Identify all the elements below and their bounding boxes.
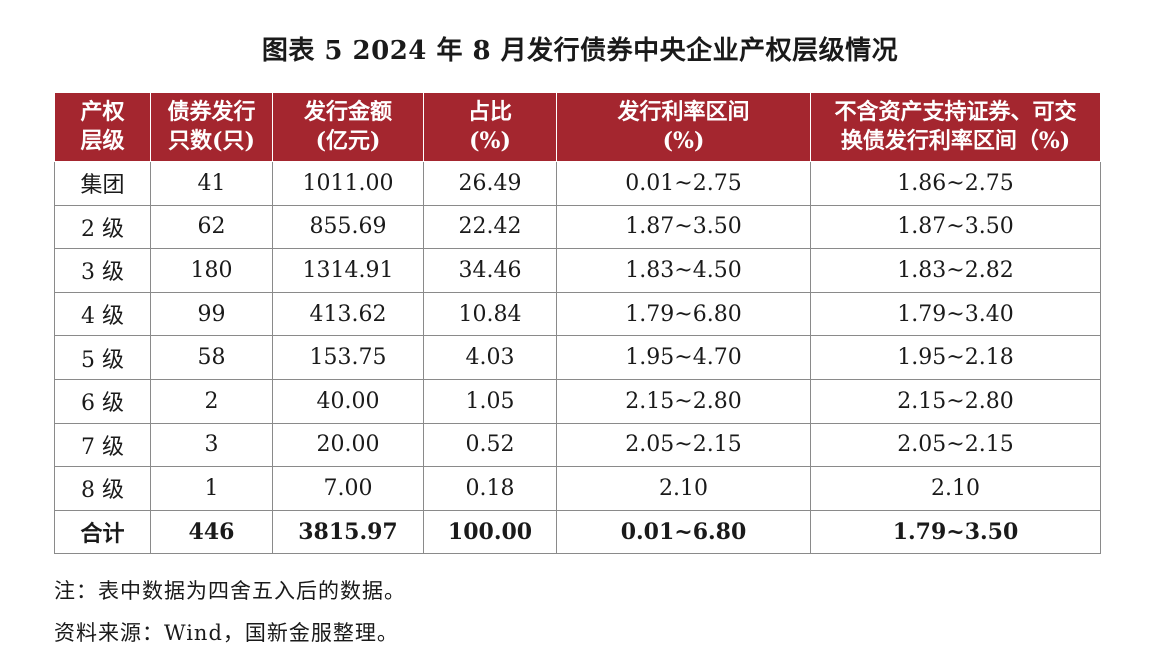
header-share-line1: 占比 xyxy=(467,99,512,125)
header-share: 占比 (%) xyxy=(423,92,557,162)
header-level-line1: 产权 xyxy=(80,99,125,125)
cell-count: 1 xyxy=(150,466,273,511)
cell-count: 180 xyxy=(150,248,273,293)
cell-level: 8 级 xyxy=(54,466,151,511)
cell-rate-range-excl: 2.10 xyxy=(810,466,1101,511)
cell-rate-range: 0.01~2.75 xyxy=(556,161,811,206)
header-count-line2: 只数(只) xyxy=(168,128,255,154)
cell-level: 5 级 xyxy=(54,335,151,380)
cell-rate-range-excl: 2.15~2.80 xyxy=(810,378,1101,424)
cell-rate-range: 2.10 xyxy=(556,466,811,511)
cell-level: 4 级 xyxy=(54,291,151,337)
cell-share: 22.42 xyxy=(423,204,557,250)
header-share-line2: (%) xyxy=(469,128,511,154)
header-rate-range-excl-line2: 换债发行利率区间（%) xyxy=(840,128,1071,154)
cell-level: 合计 xyxy=(54,509,151,555)
cell-rate-range-excl: 1.79~3.40 xyxy=(810,291,1101,337)
cell-rate-range-excl: 1.86~2.75 xyxy=(810,161,1101,206)
table-row: 5 级 58 153.75 4.03 1.95~4.70 1.95~2.18 xyxy=(54,335,1101,380)
cell-rate-range: 1.79~6.80 xyxy=(556,291,811,337)
cell-amount: 1314.91 xyxy=(272,248,424,293)
header-count: 债券发行 只数(只) xyxy=(150,92,273,162)
cell-share: 4.03 xyxy=(423,335,557,380)
cell-rate-range: 2.15~2.80 xyxy=(556,378,811,424)
header-level: 产权 层级 xyxy=(54,92,151,162)
cell-amount: 1011.00 xyxy=(272,161,424,206)
cell-count: 3 xyxy=(150,422,273,468)
table-row: 4 级 99 413.62 10.84 1.79~6.80 1.79~3.40 xyxy=(54,291,1101,337)
cell-amount: 20.00 xyxy=(272,422,424,468)
table-row: 2 级 62 855.69 22.42 1.87~3.50 1.87~3.50 xyxy=(54,204,1101,250)
cell-count: 62 xyxy=(150,204,273,250)
cell-amount: 153.75 xyxy=(272,335,424,380)
cell-share: 0.18 xyxy=(423,466,557,511)
cell-share: 100.00 xyxy=(423,509,557,555)
cell-count: 41 xyxy=(150,161,273,206)
table-row: 8 级 1 7.00 0.18 2.10 2.10 xyxy=(54,466,1101,511)
cell-rate-range: 0.01~6.80 xyxy=(556,509,811,555)
header-amount-line2: (亿元) xyxy=(315,128,381,154)
table-header-row: 产权 层级 债券发行 只数(只) 发行金额 (亿元) 占比 (%) 发行利率区间… xyxy=(54,92,1101,162)
header-level-line2: 层级 xyxy=(80,128,125,154)
cell-rate-range: 1.95~4.70 xyxy=(556,335,811,380)
header-rate-range-excl-line1: 不含资产支持证券、可交 xyxy=(834,99,1077,125)
cell-share: 0.52 xyxy=(423,422,557,468)
source-note: 资料来源：Wind，国新金服整理。 xyxy=(54,621,399,645)
cell-count: 2 xyxy=(150,378,273,424)
rounding-note: 注：表中数据为四舍五入后的数据。 xyxy=(54,579,406,603)
cell-amount: 7.00 xyxy=(272,466,424,511)
cell-level: 3 级 xyxy=(54,248,151,293)
cell-rate-range: 1.83~4.50 xyxy=(556,248,811,293)
header-rate-range: 发行利率区间 (%) xyxy=(556,92,811,162)
bond-issuance-table: 产权 层级 债券发行 只数(只) 发行金额 (亿元) 占比 (%) 发行利率区间… xyxy=(54,92,1101,555)
cell-rate-range-excl: 1.83~2.82 xyxy=(810,248,1101,293)
header-rate-range-excl: 不含资产支持证券、可交 换债发行利率区间（%) xyxy=(810,92,1101,162)
cell-rate-range-excl: 1.87~3.50 xyxy=(810,204,1101,250)
cell-level: 7 级 xyxy=(54,422,151,468)
cell-amount: 855.69 xyxy=(272,204,424,250)
cell-rate-range-excl: 2.05~2.15 xyxy=(810,422,1101,468)
cell-share: 1.05 xyxy=(423,378,557,424)
header-amount: 发行金额 (亿元) xyxy=(272,92,424,162)
header-rate-range-line2: (%) xyxy=(662,128,705,154)
header-rate-range-line1: 发行利率区间 xyxy=(617,99,750,125)
cell-rate-range: 1.87~3.50 xyxy=(556,204,811,250)
header-count-line1: 债券发行 xyxy=(167,99,256,125)
cell-count: 99 xyxy=(150,291,273,337)
cell-share: 10.84 xyxy=(423,291,557,337)
header-amount-line1: 发行金额 xyxy=(303,99,392,125)
table-row: 集团 41 1011.00 26.49 0.01~2.75 1.86~2.75 xyxy=(54,161,1101,206)
cell-count: 446 xyxy=(150,509,273,555)
table-row: 7 级 3 20.00 0.52 2.05~2.15 2.05~2.15 xyxy=(54,422,1101,468)
cell-share: 34.46 xyxy=(423,248,557,293)
cell-share: 26.49 xyxy=(423,161,557,206)
table-total-row: 合计 446 3815.97 100.00 0.01~6.80 1.79~3.5… xyxy=(54,509,1101,555)
cell-rate-range-excl: 1.95~2.18 xyxy=(810,335,1101,380)
cell-count: 58 xyxy=(150,335,273,380)
cell-amount: 3815.97 xyxy=(272,509,424,555)
cell-rate-range: 2.05~2.15 xyxy=(556,422,811,468)
cell-amount: 40.00 xyxy=(272,378,424,424)
cell-rate-range-excl: 1.79~3.50 xyxy=(810,509,1101,555)
cell-level: 6 级 xyxy=(54,378,151,424)
footnotes: 注：表中数据为四舍五入后的数据。 资料来源：Wind，国新金服整理。 xyxy=(54,570,406,654)
cell-amount: 413.62 xyxy=(272,291,424,337)
table-row: 6 级 2 40.00 1.05 2.15~2.80 2.15~2.80 xyxy=(54,378,1101,424)
cell-level: 集团 xyxy=(54,161,151,206)
table-row: 3 级 180 1314.91 34.46 1.83~4.50 1.83~2.8… xyxy=(54,248,1101,293)
table-title: 图表 5 2024 年 8 月发行债券中央企业产权层级情况 xyxy=(261,36,899,66)
cell-level: 2 级 xyxy=(54,204,151,250)
